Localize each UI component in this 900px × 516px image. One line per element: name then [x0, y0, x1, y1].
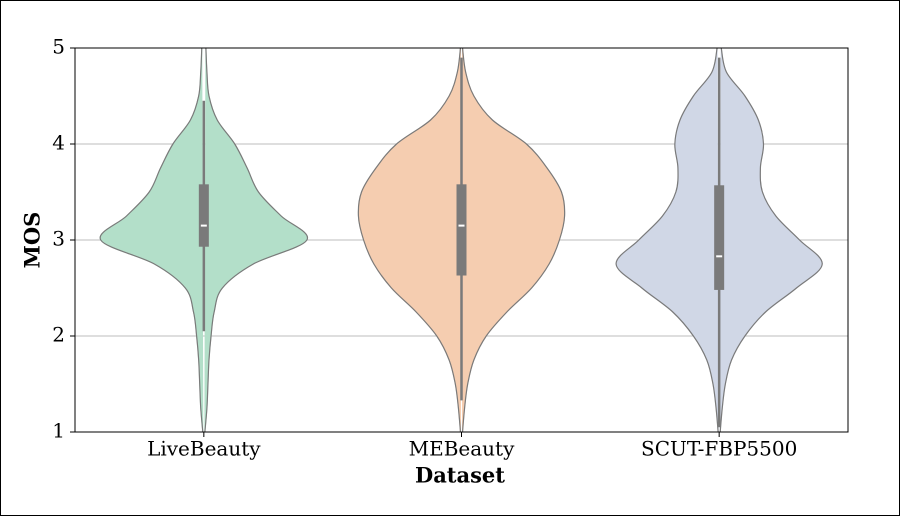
x-axis-title: Dataset — [415, 463, 505, 488]
violin-outline — [204, 47, 309, 433]
violin-outline — [357, 47, 462, 433]
y-tick-label: 4 — [52, 131, 65, 155]
x-tick-label: LiveBeauty — [147, 437, 261, 461]
box — [456, 184, 467, 276]
x-tick-label: MEBeauty — [409, 437, 515, 461]
y-tick-label: 3 — [52, 227, 65, 251]
y-tick-label: 5 — [52, 35, 65, 59]
y-tick-label: 2 — [52, 323, 65, 347]
y-tick-label: 1 — [52, 419, 65, 443]
x-tick-label: SCUT-FBP5500 — [641, 437, 797, 461]
violin-outline — [99, 47, 204, 433]
violin-outline — [461, 47, 566, 433]
plot-frame — [74, 47, 849, 433]
violin-outline — [719, 47, 823, 433]
box — [714, 185, 725, 290]
box — [198, 184, 209, 247]
y-axis-title: MOS — [20, 212, 45, 269]
violin-outline — [615, 47, 719, 433]
